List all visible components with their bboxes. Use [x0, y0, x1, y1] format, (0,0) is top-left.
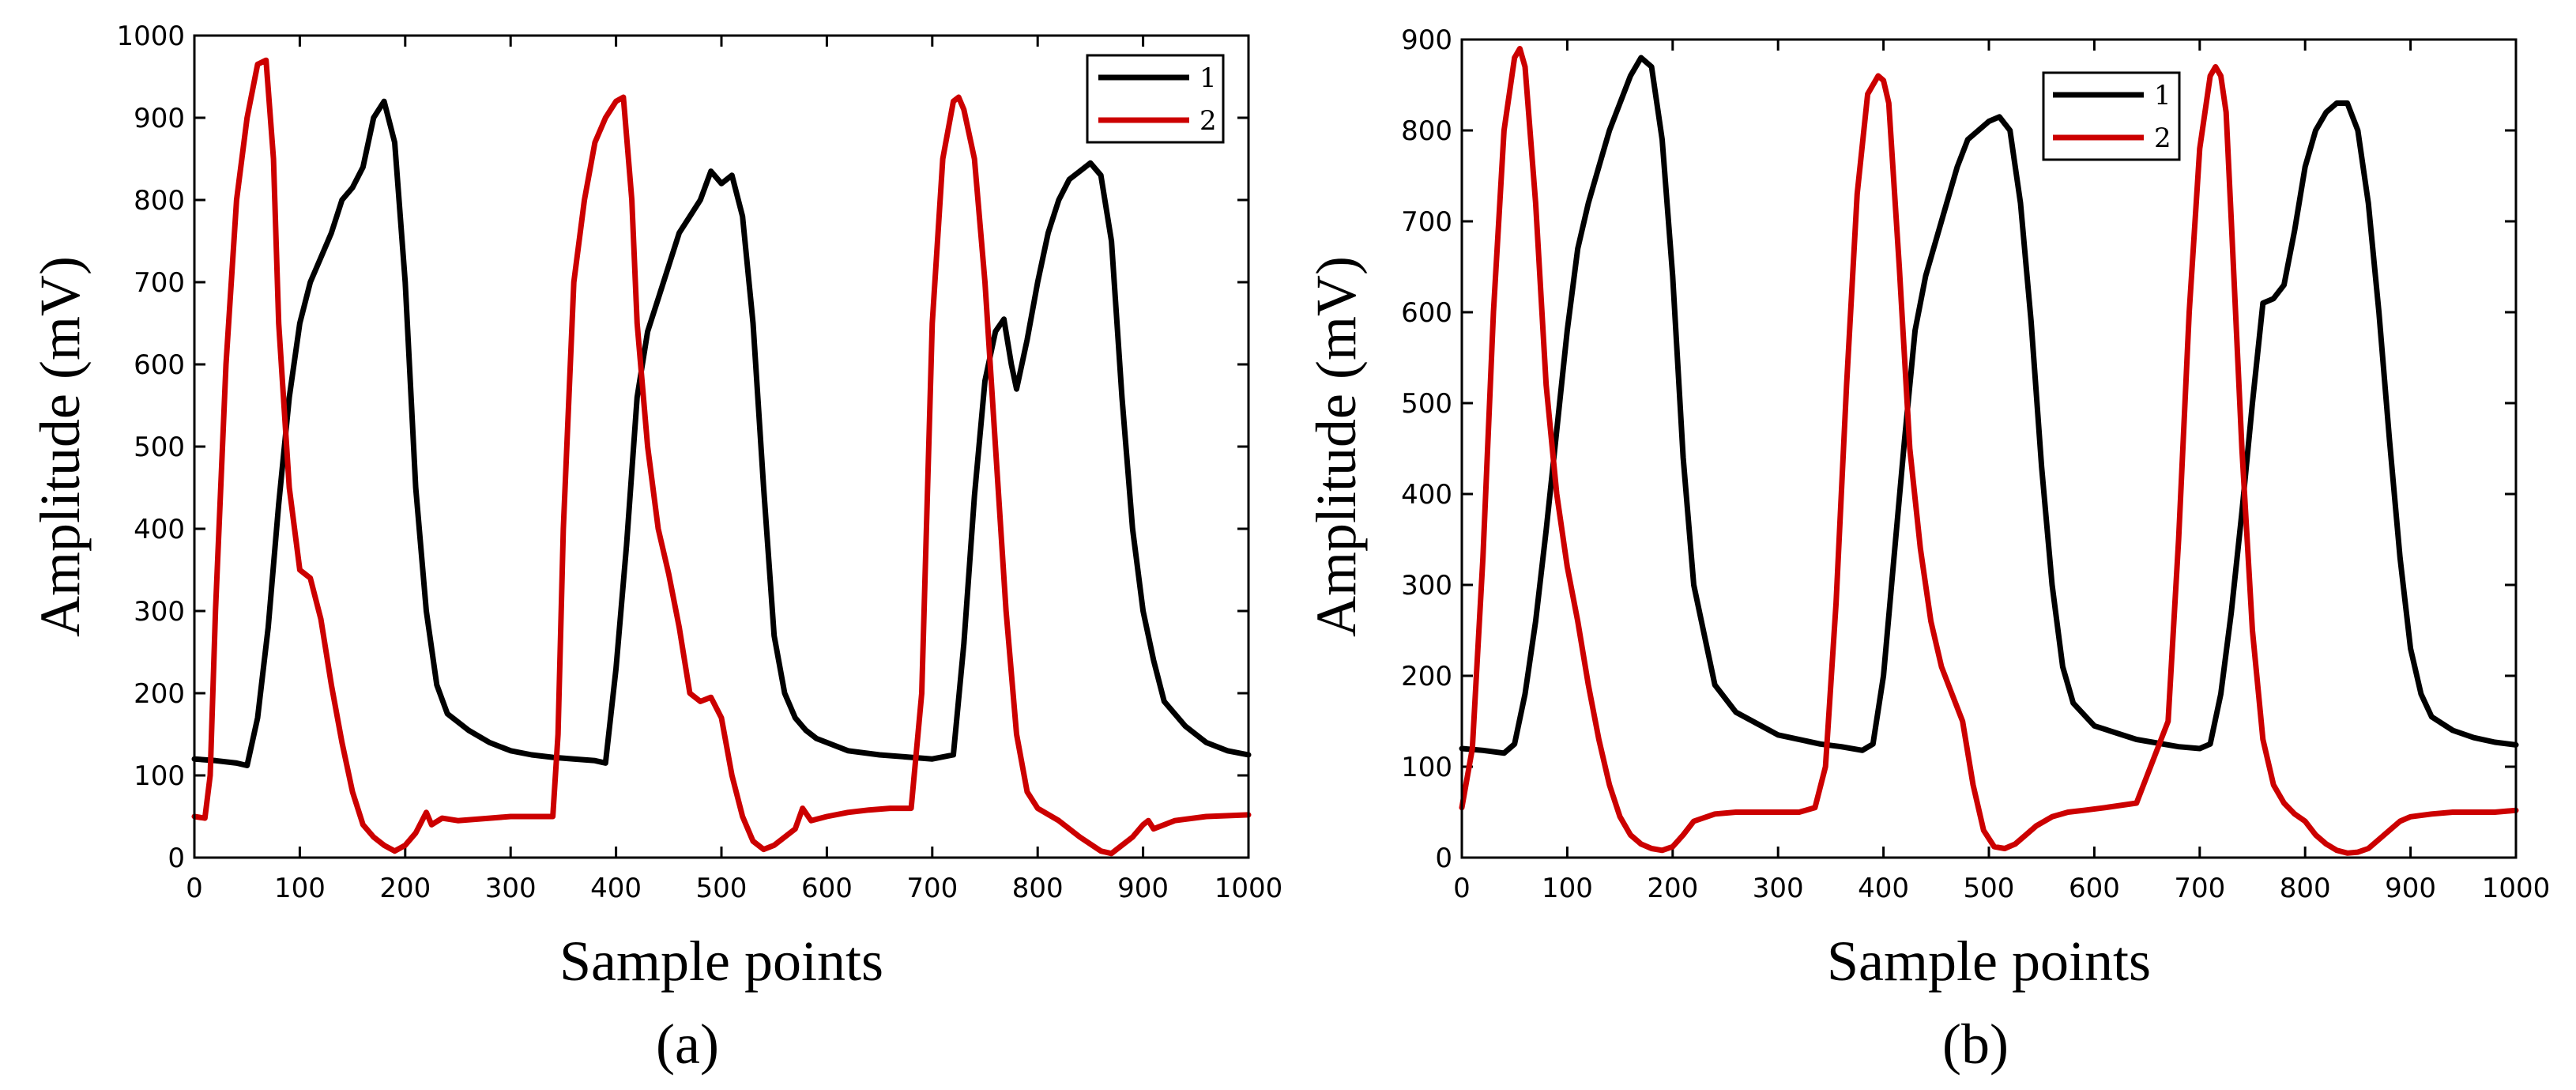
- panel-a-ytick-label-10: 1000: [116, 21, 185, 52]
- panel-b-ylabel: Amplitude (mV): [1305, 256, 1368, 637]
- panel-b-legend-label-2: 2: [2154, 123, 2171, 154]
- panel-a-ytick-label-3: 300: [134, 596, 185, 628]
- panel-b-ytick-label-0: 0: [1435, 843, 1452, 874]
- panel-b-series-1-line: [1459, 55, 2519, 756]
- panel-b-label: (b): [1942, 1013, 2009, 1076]
- panel-b-xtick-label-8: 800: [2280, 873, 2331, 904]
- panel-a-ytick-label-6: 600: [134, 349, 185, 381]
- panel-a-series-2-line: [191, 57, 1252, 857]
- panel-b-xlabel: Sample points: [1827, 930, 2151, 993]
- panel-a-xtick-label-10: 1000: [1215, 873, 1283, 904]
- panel-b-legend-label-1: 1: [2154, 80, 2171, 111]
- panel-a: 0 100 200 300 400 500 600 700 800 900 1000 0 100 200 3…: [28, 21, 1282, 1076]
- panel-a-xtick-label-9: 900: [1117, 873, 1169, 904]
- panel-b-ytick-label-2: 200: [1401, 661, 1452, 692]
- panel-a-xtick-label-0: 0: [186, 873, 203, 904]
- panel-a-ytick-label-8: 800: [134, 185, 185, 217]
- panel-a-label: (a): [656, 1013, 719, 1076]
- panel-b-ticks: 0 100 200 300 400 500 600 700 800 900 1000 0 100 200 3…: [1401, 25, 2550, 904]
- panel-a-ylabel: Amplitude (mV): [28, 256, 92, 637]
- panel-a-xlabel: Sample points: [559, 930, 883, 993]
- panel-a-legend-label-2: 2: [1199, 105, 1217, 137]
- panel-a-legend: 1 2: [1086, 54, 1225, 144]
- panel-a-xtick-label-1: 100: [274, 873, 326, 904]
- panel-a-ytick-label-1: 100: [134, 760, 185, 792]
- panel-a-frame: [193, 34, 1250, 859]
- panel-a-legend-label-1: 1: [1199, 62, 1217, 94]
- panel-a-xtick-label-5: 500: [696, 873, 748, 904]
- panel-a-xtick-label-7: 700: [906, 873, 958, 904]
- panel-a-ytick-label-4: 400: [134, 514, 185, 545]
- panel-a-plot-area: [194, 36, 1248, 858]
- panel-b-xtick-label-2: 200: [1647, 873, 1698, 904]
- panel-a-xtick-label-4: 400: [590, 873, 642, 904]
- panel-b-frame: [1460, 38, 2518, 859]
- panel-a-ticks: 0 100 200 300 400 500 600 700 800 900 1000 0 100 200 3…: [116, 21, 1282, 904]
- panel-a-series: [191, 57, 1252, 857]
- panel-b-ytick-label-4: 400: [1401, 479, 1452, 511]
- panel-b-xtick-label-0: 0: [1453, 873, 1471, 904]
- panel-a-xtick-label-8: 800: [1012, 873, 1064, 904]
- panel-a-ytick-label-9: 900: [134, 103, 185, 134]
- panel-a-xtick-label-6: 600: [801, 873, 853, 904]
- panel-b-ytick-label-1: 100: [1401, 752, 1452, 783]
- panel-a-xtick-label-3: 300: [485, 873, 537, 904]
- panel-b-xtick-label-10: 1000: [2482, 873, 2551, 904]
- panel-b-ytick-label-5: 500: [1401, 388, 1452, 420]
- panel-a-ytick-label-0: 0: [168, 843, 185, 874]
- panel-b-ytick-label-6: 600: [1401, 297, 1452, 329]
- panel-b-ytick-label-3: 300: [1401, 570, 1452, 602]
- panel-b-xtick-label-3: 300: [1753, 873, 1804, 904]
- panel-a-ytick-label-2: 200: [134, 678, 185, 710]
- panel-b-xtick-label-4: 400: [1858, 873, 1909, 904]
- panel-b-series-2-line: [1459, 46, 2519, 856]
- panel-a-series-1-line: [191, 98, 1252, 768]
- panel-b-legend-box: [2042, 71, 2181, 161]
- panel-b-ytick-label-8: 800: [1401, 115, 1452, 147]
- panel-a-ytick-label-7: 700: [134, 267, 185, 299]
- panel-b-ytick-label-9: 900: [1401, 25, 1452, 56]
- panel-b-series: [1459, 46, 2519, 856]
- panel-a-legend-box: [1086, 54, 1225, 144]
- panel-b-xtick-label-5: 500: [1964, 873, 2015, 904]
- panel-b-ytick-label-7: 700: [1401, 206, 1452, 238]
- panel-a-ytick-label-5: 500: [134, 432, 185, 463]
- panel-b-xtick-label-6: 600: [2069, 873, 2120, 904]
- panel-b-xtick-label-1: 100: [1542, 873, 1593, 904]
- panel-b-legend: 1 2: [2042, 71, 2181, 161]
- panel-b-xtick-label-7: 700: [2174, 873, 2225, 904]
- panel-b-xtick-label-9: 900: [2385, 873, 2436, 904]
- panel-a-xtick-label-2: 200: [379, 873, 431, 904]
- panel-b: 0 100 200 300 400 500 600 700 800 900 1000 0 100 200 3…: [1305, 25, 2550, 1076]
- panel-b-plot-area: [1462, 40, 2516, 858]
